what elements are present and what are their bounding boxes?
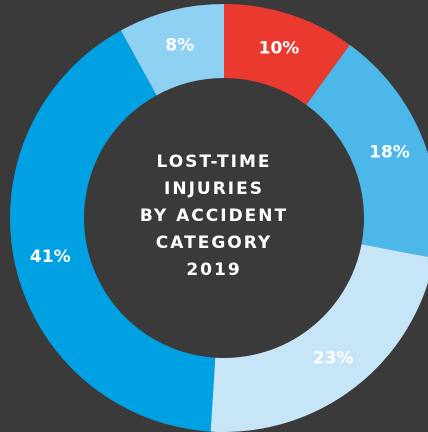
chart-title: BY ACCIDENT [140, 206, 288, 226]
donut-segment [210, 244, 428, 432]
value-label: 10% [259, 39, 300, 59]
donut-segment [224, 4, 350, 105]
donut-segment [120, 4, 224, 96]
chart-title: INJURIES [164, 179, 264, 199]
donut-segment [306, 44, 428, 257]
donut-segment [9, 30, 216, 432]
value-label: 23% [313, 349, 354, 369]
value-label: 8% [165, 36, 194, 56]
chart-title: LOST-TIME [156, 152, 271, 172]
value-label: 18% [369, 142, 410, 162]
chart-title: 2019 [186, 260, 241, 280]
chart-title: CATEGORY [156, 233, 272, 253]
value-label: 41% [30, 247, 71, 267]
